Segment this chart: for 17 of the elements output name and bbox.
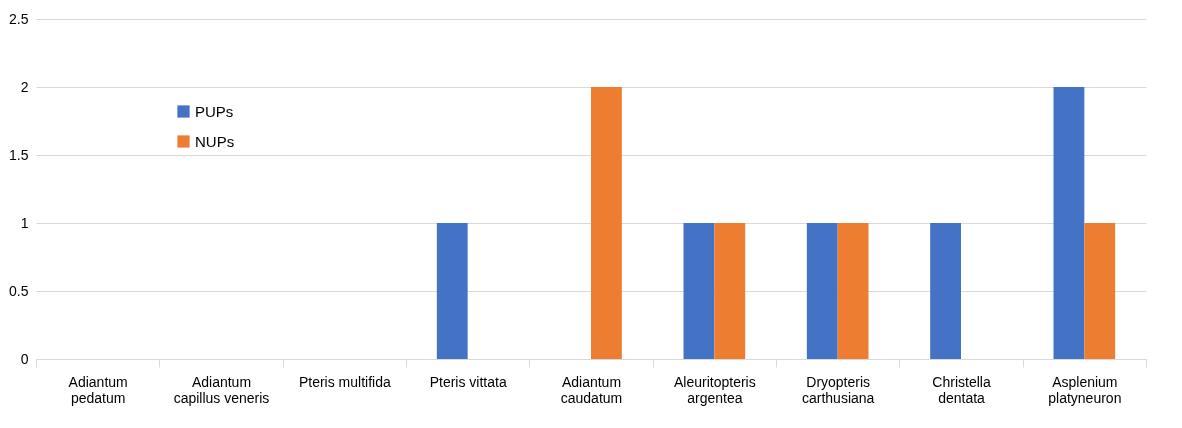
x-tick-label: Pteris multifida <box>298 373 391 390</box>
y-tick-label: 1.5 <box>9 146 29 163</box>
legend-label: PUPs <box>195 102 234 120</box>
x-tick-label: Pteris vittata <box>429 373 507 390</box>
x-tick-label: Asplenium platyneuron <box>1048 373 1122 406</box>
x-tick-label: Christella dentata <box>932 373 991 406</box>
x-tick-label: Adiantum pedatum <box>68 373 128 406</box>
y-tick-label: 1 <box>20 214 29 231</box>
y-tick-label: 0 <box>20 350 29 367</box>
x-tick-label: Adiantum capillus veneris <box>173 373 270 406</box>
x-tick-label: Dryopteris carthusiana <box>801 373 875 406</box>
x-tick-label: Aleuritopteris argentea <box>673 373 756 406</box>
legend-label: NUPs <box>195 132 235 150</box>
y-tick-label: 2 <box>20 78 29 95</box>
y-tick-label: 0.5 <box>9 282 29 299</box>
x-tick-label: Adiantum caudatum <box>560 373 623 406</box>
y-tick-label: 2.5 <box>9 10 29 27</box>
